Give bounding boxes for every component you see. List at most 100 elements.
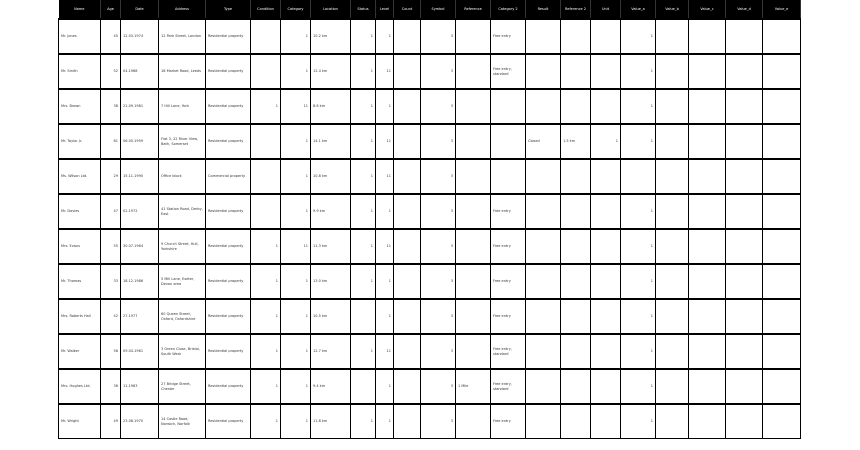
cell[interactable]: 1 <box>620 333 656 370</box>
cell[interactable] <box>655 193 689 230</box>
cell[interactable] <box>393 18 421 55</box>
column-header[interactable]: Name <box>58 0 101 19</box>
cell[interactable] <box>688 333 726 370</box>
cell[interactable]: Residential property <box>205 18 251 55</box>
cell[interactable] <box>590 263 621 300</box>
cell[interactable] <box>393 333 421 370</box>
cell[interactable]: 11 <box>375 123 394 160</box>
cell[interactable] <box>350 368 376 405</box>
column-header[interactable]: Category 2 <box>490 0 526 19</box>
column-header[interactable]: Address <box>158 0 206 19</box>
cell[interactable]: 38 <box>100 88 121 125</box>
column-header[interactable]: Type <box>205 0 251 19</box>
cell[interactable]: Mrs. Brown <box>58 88 101 125</box>
cell[interactable]: 11 <box>375 333 394 370</box>
cell[interactable]: Free entry <box>490 263 526 300</box>
cell[interactable]: 1.5 km <box>560 123 591 160</box>
cell[interactable]: Residential property <box>205 333 251 370</box>
cell[interactable] <box>560 53 591 90</box>
cell[interactable] <box>762 123 801 160</box>
cell[interactable]: 1 <box>620 228 656 265</box>
cell[interactable] <box>762 158 801 195</box>
column-header[interactable]: Reference 2 <box>560 0 591 19</box>
cell[interactable] <box>762 368 801 405</box>
cell[interactable]: 1 <box>250 263 281 300</box>
cell[interactable] <box>250 18 281 55</box>
cell[interactable]: 10.5 km <box>310 298 351 335</box>
cell[interactable]: 8.6 km <box>310 88 351 125</box>
cell[interactable] <box>688 158 726 195</box>
cell[interactable] <box>655 403 689 439</box>
cell[interactable]: 1 <box>620 88 656 125</box>
cell[interactable]: 1 <box>620 298 656 335</box>
cell[interactable]: 1 <box>280 298 311 335</box>
cell[interactable] <box>455 18 491 55</box>
cell[interactable]: 27 Bridge Street, Chester <box>158 368 206 405</box>
cell[interactable] <box>393 53 421 90</box>
cell[interactable]: 1 <box>620 18 656 55</box>
cell[interactable]: 7 Hill Lane, York <box>158 88 206 125</box>
cell[interactable] <box>560 403 591 439</box>
cell[interactable] <box>560 193 591 230</box>
cell[interactable] <box>590 228 621 265</box>
cell[interactable]: 36 <box>100 368 121 405</box>
cell[interactable] <box>393 368 421 405</box>
cell[interactable]: 1 <box>280 53 311 90</box>
cell[interactable]: 1 <box>375 263 394 300</box>
cell[interactable] <box>393 158 421 195</box>
cell[interactable] <box>590 298 621 335</box>
cell[interactable] <box>393 228 421 265</box>
cell[interactable] <box>725 298 763 335</box>
cell[interactable]: Residential property <box>205 403 251 439</box>
cell[interactable]: 11 <box>375 53 394 90</box>
cell[interactable]: 52 <box>100 53 121 90</box>
cell[interactable]: Office block <box>158 158 206 195</box>
cell[interactable]: Free entry, standard <box>490 53 526 90</box>
cell[interactable] <box>455 228 491 265</box>
cell[interactable] <box>688 88 726 125</box>
cell[interactable] <box>393 123 421 160</box>
column-header[interactable]: Result <box>525 0 561 19</box>
cell[interactable]: 13.0 km <box>310 263 351 300</box>
column-header[interactable]: Count <box>393 0 421 19</box>
cell[interactable] <box>455 88 491 125</box>
cell[interactable]: Mr. Taylor Jr. <box>58 123 101 160</box>
cell[interactable] <box>560 158 591 195</box>
cell[interactable]: Mr. Jones <box>58 18 101 55</box>
cell[interactable]: 11 <box>375 228 394 265</box>
column-header[interactable]: Level <box>375 0 394 19</box>
column-header[interactable]: Value_d <box>725 0 763 19</box>
cell[interactable] <box>655 123 689 160</box>
cell[interactable]: 3 <box>420 193 456 230</box>
cell[interactable]: 1 <box>280 158 311 195</box>
cell[interactable]: 1 <box>250 298 281 335</box>
cell[interactable] <box>250 53 281 90</box>
cell[interactable]: 09.04.1961 <box>120 333 159 370</box>
cell[interactable]: 3 <box>420 158 456 195</box>
cell[interactable] <box>725 53 763 90</box>
cell[interactable]: Residential property <box>205 193 251 230</box>
cell[interactable]: 55 <box>100 228 121 265</box>
cell[interactable] <box>393 193 421 230</box>
cell[interactable] <box>725 333 763 370</box>
column-header[interactable]: Value_e <box>762 0 801 19</box>
cell[interactable]: Residential property <box>205 123 251 160</box>
cell[interactable] <box>560 333 591 370</box>
cell[interactable]: 49 <box>100 403 121 439</box>
cell[interactable]: 1 <box>350 158 376 195</box>
cell[interactable]: Closed <box>525 123 561 160</box>
cell[interactable] <box>560 263 591 300</box>
cell[interactable] <box>250 158 281 195</box>
cell[interactable] <box>725 403 763 439</box>
cell[interactable]: Commercial property <box>205 158 251 195</box>
cell[interactable] <box>688 53 726 90</box>
cell[interactable] <box>393 263 421 300</box>
column-header[interactable]: Status <box>350 0 376 19</box>
cell[interactable] <box>725 123 763 160</box>
cell[interactable] <box>590 368 621 405</box>
cell[interactable] <box>590 403 621 439</box>
cell[interactable] <box>762 18 801 55</box>
cell[interactable]: 1 <box>280 18 311 55</box>
cell[interactable]: 3 <box>420 333 456 370</box>
cell[interactable]: 3 <box>420 228 456 265</box>
